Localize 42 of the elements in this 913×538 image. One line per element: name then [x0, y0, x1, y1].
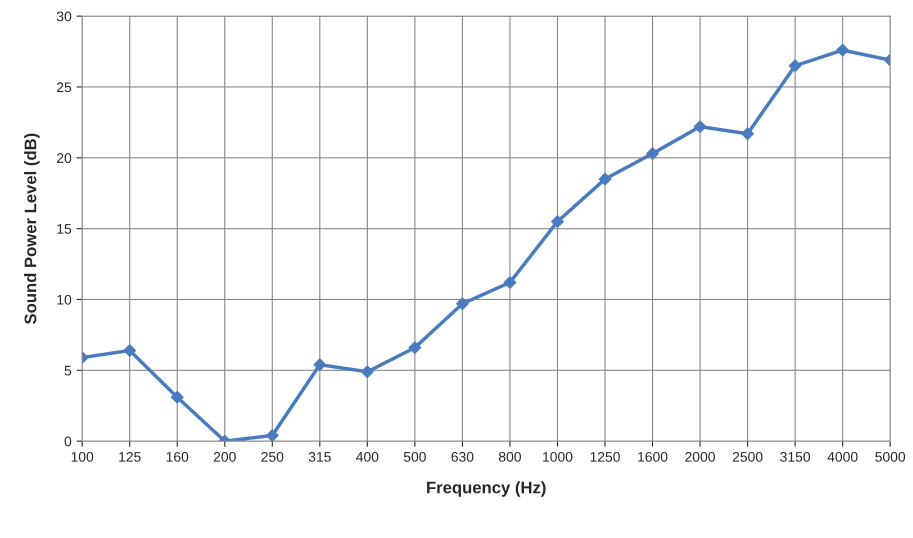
x-tick-label: 250 — [261, 452, 284, 462]
x-tick-label: 400 — [356, 452, 378, 462]
point — [456, 297, 469, 310]
x-tick-label: 4000 — [828, 452, 858, 462]
x-tick-label: 125 — [119, 452, 141, 462]
x-tick-label: 160 — [166, 452, 188, 462]
point — [741, 127, 754, 140]
x-tick-label: 200 — [214, 452, 236, 462]
point — [788, 59, 802, 72]
point — [360, 365, 374, 378]
point — [551, 215, 564, 228]
x-tick-label: 2000 — [685, 452, 715, 462]
x-axis-title: Frequency (Hz) — [427, 481, 546, 497]
point — [266, 429, 279, 442]
x-tick-label: 2500 — [732, 452, 762, 462]
point — [836, 44, 850, 57]
point — [646, 147, 659, 160]
point — [313, 358, 326, 372]
x-tick-label: 800 — [498, 452, 521, 462]
y-tick-label: 10 — [57, 294, 72, 305]
point — [170, 390, 184, 404]
x-tick-label: 630 — [452, 452, 474, 462]
point — [598, 172, 612, 186]
x-tick-label: 1000 — [543, 452, 572, 462]
x-tick-label: 315 — [308, 452, 331, 462]
point — [123, 344, 136, 357]
point — [694, 120, 706, 134]
x-tick-label: 500 — [404, 452, 426, 462]
point — [408, 341, 422, 354]
x-tick-label: 100 — [72, 452, 94, 462]
y-tick-label: 25 — [57, 82, 72, 92]
x-tick-label: 5000 — [875, 452, 906, 462]
y-tick-label: 15 — [57, 224, 72, 234]
x-tick-label: 1600 — [638, 452, 668, 462]
y-axis-title: Sound Power Level (dB) — [24, 134, 40, 324]
y-tick-label: 0 — [64, 436, 72, 446]
point — [504, 276, 516, 289]
y-tick-label: 20 — [57, 153, 72, 163]
y-tick-label: 5 — [64, 366, 72, 376]
y-tick-label: 30 — [56, 11, 72, 22]
x-tick-label: 1250 — [590, 452, 620, 462]
x-tick-label: 3150 — [780, 452, 810, 462]
